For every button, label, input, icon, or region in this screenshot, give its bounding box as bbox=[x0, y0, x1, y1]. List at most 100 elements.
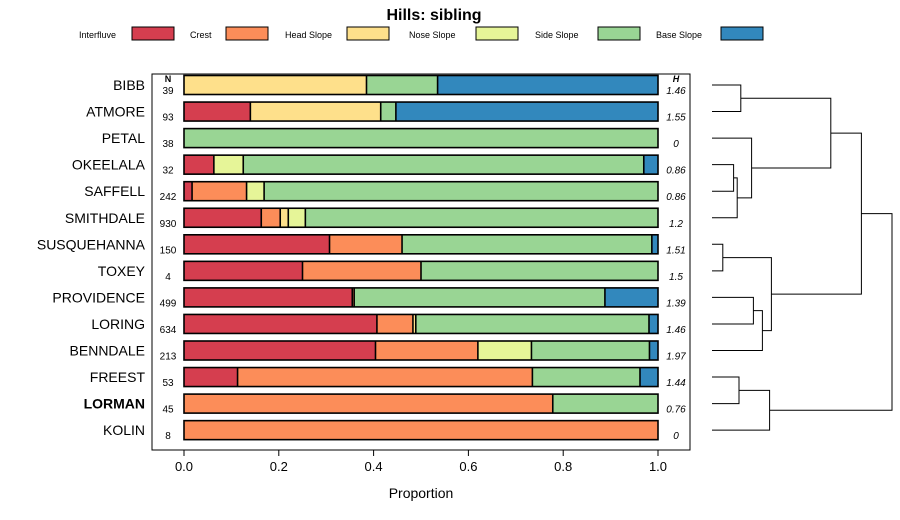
bar-outline bbox=[183, 74, 659, 96]
row-label: SUSQUEHANNA bbox=[37, 236, 146, 252]
row-h: 1.46 bbox=[666, 86, 686, 97]
row-h: 0.76 bbox=[666, 405, 686, 416]
dendrogram-branch bbox=[712, 243, 724, 272]
row-label: BENNDALE bbox=[70, 343, 145, 359]
row-n: 53 bbox=[162, 378, 174, 389]
bar-segment bbox=[184, 208, 262, 228]
legend-swatch bbox=[475, 26, 519, 41]
bar-segment bbox=[184, 367, 238, 387]
row-label: LORMAN bbox=[84, 396, 145, 412]
bar-segment bbox=[648, 314, 658, 334]
bar-outline bbox=[183, 313, 659, 335]
bar-segment bbox=[329, 234, 403, 254]
dendrogram bbox=[712, 84, 893, 431]
legend-label: Crest bbox=[190, 30, 212, 40]
dendrogram-branch bbox=[712, 296, 754, 325]
bar-segment bbox=[261, 208, 281, 228]
row-h: 0.86 bbox=[666, 192, 686, 203]
bar-segment bbox=[366, 75, 438, 95]
row-h: 1.51 bbox=[666, 245, 685, 256]
row-label: KOLIN bbox=[103, 422, 145, 438]
bar-segment bbox=[421, 261, 658, 281]
legend-label: Nose Slope bbox=[409, 30, 456, 40]
row-label: SMITHDALE bbox=[65, 210, 145, 226]
row-n: 242 bbox=[160, 192, 177, 203]
bar-segment bbox=[192, 181, 247, 201]
row-n: 38 bbox=[162, 139, 174, 150]
bar-segment bbox=[184, 128, 658, 148]
x-tick-label: 0.4 bbox=[365, 459, 383, 474]
dendrogram-branch bbox=[712, 164, 735, 192]
row-h: 1.2 bbox=[669, 219, 683, 230]
row-label: LORING bbox=[91, 316, 145, 332]
x-axis-label: Proportion bbox=[389, 485, 454, 501]
bar-segment bbox=[250, 102, 381, 122]
bar-segment bbox=[375, 341, 478, 360]
row-h: 1.46 bbox=[666, 325, 686, 336]
bar-segment bbox=[380, 102, 396, 122]
row-label: ATMORE bbox=[86, 104, 145, 120]
legend-label: Base Slope bbox=[656, 30, 702, 40]
row-n: 32 bbox=[162, 166, 174, 177]
x-tick-label: 1.0 bbox=[649, 459, 667, 474]
x-tick-label: 0.0 bbox=[175, 459, 193, 474]
bar-segment bbox=[184, 181, 193, 201]
bar-segment bbox=[184, 394, 553, 414]
row-n: 930 bbox=[160, 219, 177, 230]
row-label: SAFFELL bbox=[84, 183, 145, 199]
bar-segment bbox=[184, 75, 367, 95]
bar-segment bbox=[531, 341, 650, 360]
legend-swatch bbox=[225, 26, 269, 41]
bar-outline bbox=[183, 101, 659, 122]
bar-segment bbox=[288, 208, 306, 228]
bar-segment bbox=[395, 102, 658, 122]
bar-outline bbox=[183, 419, 659, 441]
bar-segment bbox=[243, 155, 644, 175]
bar-segment bbox=[604, 287, 658, 307]
dendrogram-branch bbox=[722, 257, 772, 332]
row-h: 0.86 bbox=[666, 166, 686, 177]
bar-segment bbox=[184, 420, 658, 440]
legend: Interfluve Crest Head Slope Nose Slope Side … bbox=[79, 26, 764, 41]
row-label: PROVIDENCE bbox=[52, 289, 145, 305]
bar-segment bbox=[649, 341, 658, 360]
row-n: 39 bbox=[162, 86, 174, 97]
bar-segment bbox=[213, 155, 244, 175]
bar-segment bbox=[184, 234, 330, 254]
bar-segment bbox=[184, 261, 303, 281]
row-n: 150 bbox=[160, 245, 177, 256]
h-header: H bbox=[673, 74, 680, 84]
bar-segment bbox=[402, 234, 652, 254]
bar-segment bbox=[477, 341, 532, 360]
bar-segment bbox=[639, 367, 658, 387]
bar-segment bbox=[184, 102, 251, 122]
bar-segment bbox=[184, 314, 377, 334]
legend-label: Head Slope bbox=[285, 30, 332, 40]
bar-segment bbox=[354, 287, 605, 307]
row-label: FREEST bbox=[90, 369, 146, 385]
bar-segment bbox=[437, 75, 658, 95]
bar-segment bbox=[532, 367, 640, 387]
row-h: 1.55 bbox=[666, 113, 686, 124]
bar-segment bbox=[352, 287, 355, 307]
row-h: 0 bbox=[673, 431, 679, 442]
rows: BIBB 39 1.46 ATMORE 93 1.55 PETAL 38 0 OKEELALA 32… bbox=[37, 74, 686, 442]
bar-segment bbox=[184, 341, 376, 360]
legend-swatch bbox=[597, 26, 641, 41]
x-tick-label: 0.8 bbox=[554, 459, 572, 474]
bar-outline bbox=[183, 127, 659, 149]
legend-swatch bbox=[720, 26, 764, 41]
x-axis: 0.0 0.2 0.4 0.6 0.8 1.0 bbox=[175, 450, 667, 474]
row-h: 0 bbox=[673, 139, 679, 150]
bar-outline bbox=[183, 287, 659, 308]
bar-outline bbox=[183, 207, 659, 229]
dendrogram-branch bbox=[712, 137, 753, 199]
dendrogram-branch bbox=[712, 376, 740, 405]
legend-label: Side Slope bbox=[535, 30, 579, 40]
bar-outline bbox=[183, 393, 659, 414]
dendrogram-branch bbox=[712, 84, 742, 113]
bar-outline bbox=[183, 180, 659, 202]
bar-outline bbox=[183, 234, 659, 255]
bar-segment bbox=[376, 314, 413, 334]
